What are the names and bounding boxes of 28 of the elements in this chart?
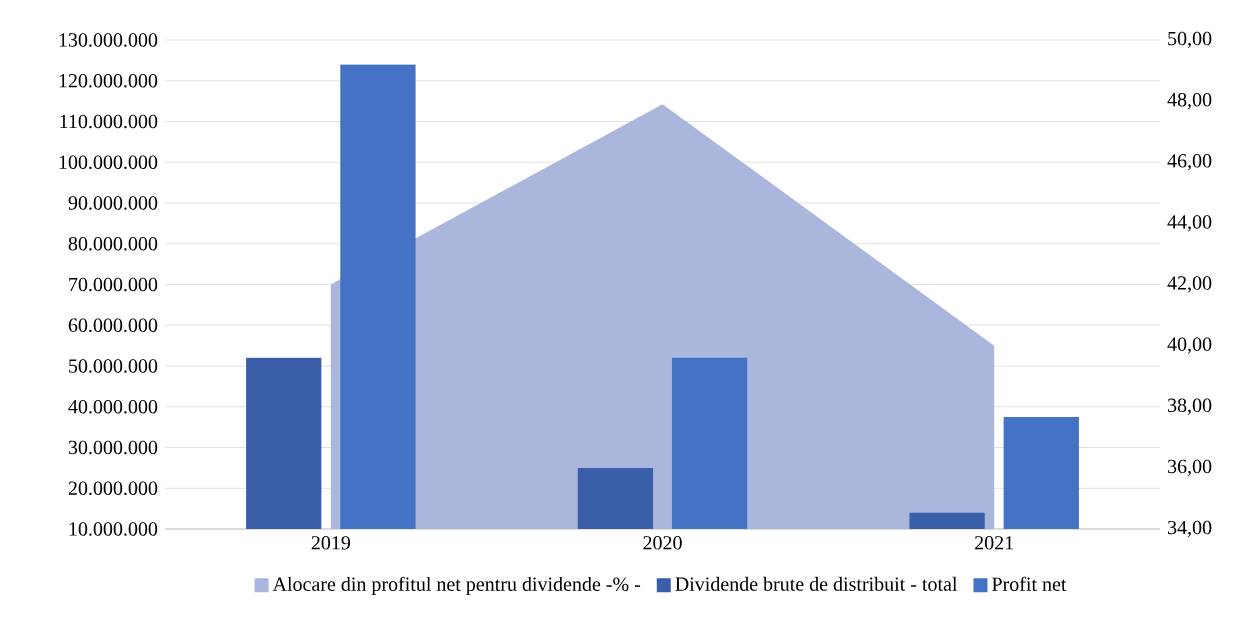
y2-tick-label: 44,00 (1167, 215, 1212, 232)
y2-tick-label: 42,00 (1167, 276, 1212, 293)
legend-label: Alocare din profitul net pentru dividende -% - (272, 576, 641, 596)
y-tick-label: 80.000.000 (68, 236, 158, 251)
y-tick-label: 100.000.000 (59, 155, 158, 170)
x-tick-label: 2020 (643, 536, 682, 550)
y2-tick-label: 36,00 (1168, 459, 1212, 477)
y-tick-label: 90.000.000 (68, 196, 158, 210)
x-tick-label: 2019 (311, 536, 351, 550)
legend-label: Dividende brute de distribuit - total (675, 576, 958, 591)
y-tick-label: 10.000.000 (69, 522, 158, 536)
y-tick-label: 50.000.000 (69, 359, 158, 373)
y-tick-label: 20.000.000 (68, 481, 158, 496)
y-tick-label: 40.000.000 (68, 399, 158, 414)
y2-tick-label: 40,00 (1167, 337, 1212, 354)
y-tick-label: 60.000.000 (68, 318, 158, 333)
y-tick-label: 130.000.000 (59, 33, 158, 47)
legend-label: Profit net (992, 576, 1067, 591)
y2-tick-label: 48,00 (1167, 92, 1212, 110)
y2-tick-label: 50,00 (1168, 31, 1212, 49)
y2-tick-label: 38,00 (1168, 398, 1212, 415)
y2-tick-label: 34,00 (1168, 520, 1212, 538)
y-tick-label: 30.000.000 (68, 440, 158, 455)
y-tick-label: 70.000.000 (69, 277, 158, 292)
y-tick-label: 110.000.000 (60, 114, 158, 129)
y2-tick-label: 46,00 (1167, 154, 1212, 171)
x-tick-label: 2021 (975, 536, 1013, 550)
y-tick-label: 120.000.000 (59, 73, 158, 88)
